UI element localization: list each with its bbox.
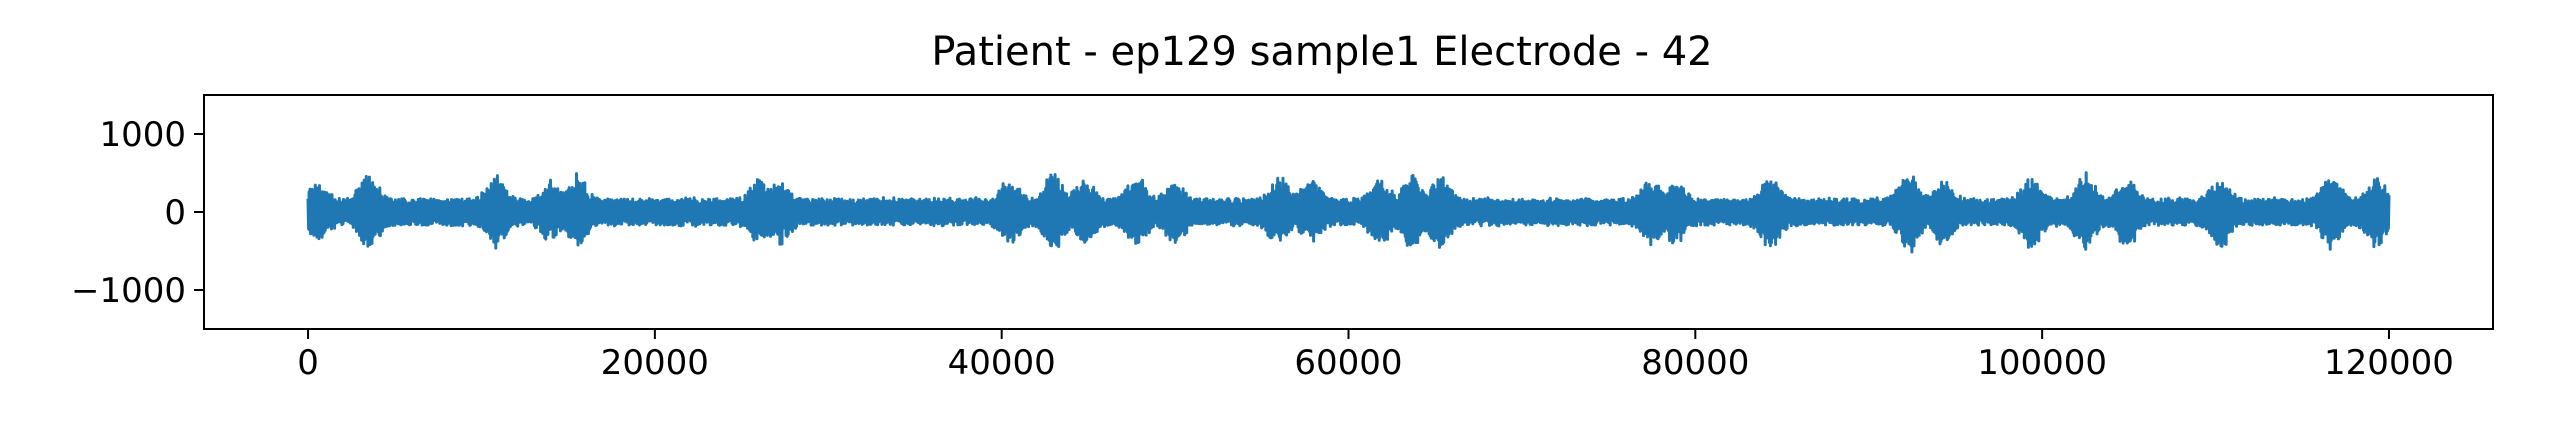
x-tick-label: 20000 — [601, 343, 709, 383]
y-tick-label: 1000 — [99, 115, 186, 155]
x-tick-label: 80000 — [1641, 343, 1749, 383]
y-axis: 1000 0 −1000 — [71, 115, 204, 311]
chart-title: Patient - ep129 sample1 Electrode - 42 — [931, 29, 1712, 75]
x-tick-label: 40000 — [948, 343, 1056, 383]
signal-layer — [306, 171, 2391, 254]
x-tick-label: 100000 — [1977, 343, 2107, 383]
x-tick-label: 120000 — [2324, 343, 2454, 383]
x-tick-label: 60000 — [1294, 343, 1402, 383]
signal-trace — [306, 171, 2391, 254]
x-axis: 0 20000 40000 60000 80000 100000 120000 — [297, 329, 2454, 383]
y-tick-label: 0 — [164, 193, 186, 233]
y-tick-label: −1000 — [71, 271, 186, 311]
x-tick-label: 0 — [297, 343, 319, 383]
